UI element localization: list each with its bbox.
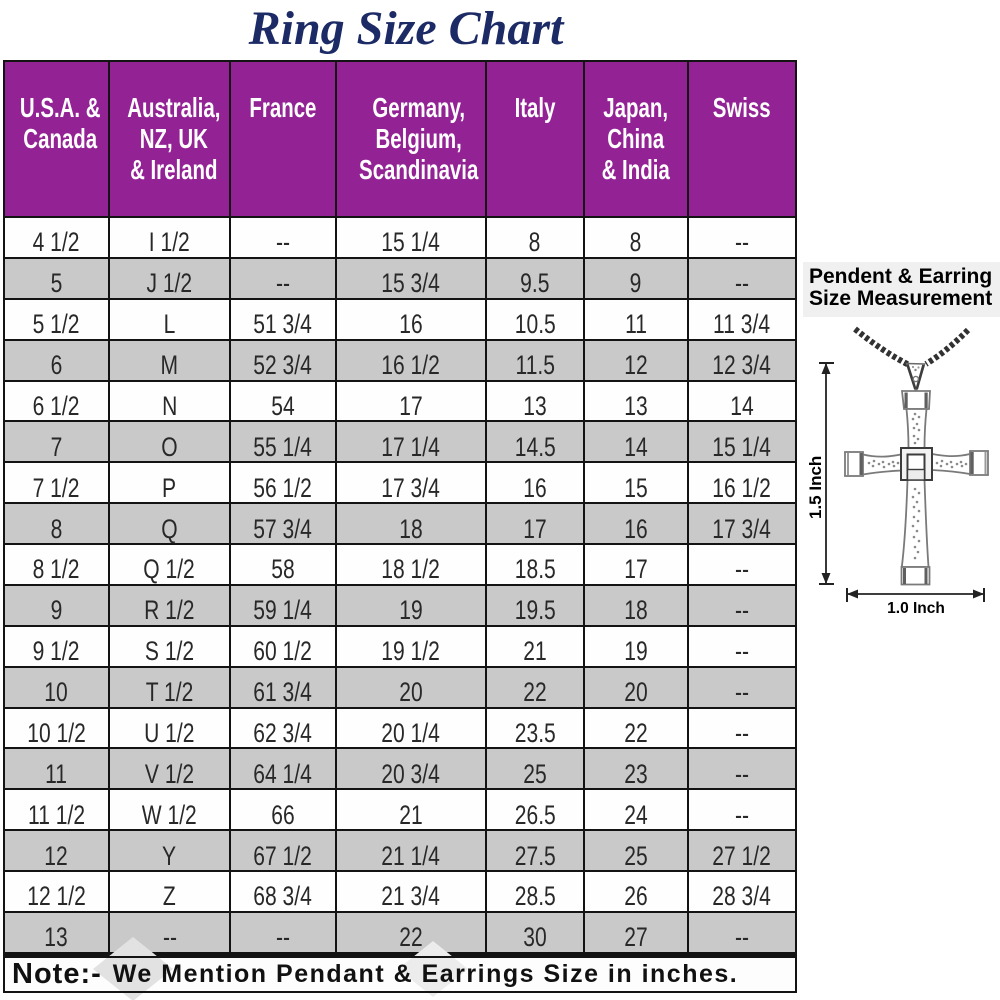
svg-text:1.0 Inch: 1.0 Inch bbox=[887, 600, 945, 617]
svg-text:1.5 Inch: 1.5 Inch bbox=[806, 456, 825, 519]
